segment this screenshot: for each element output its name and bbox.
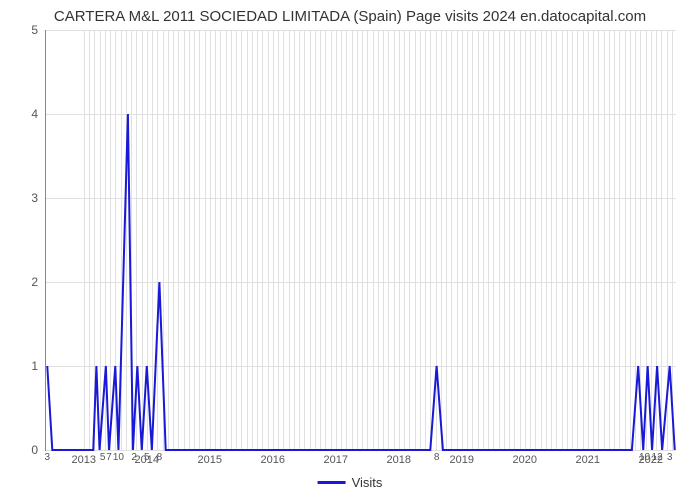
point-label: 10 [639, 452, 650, 463]
visits-line [47, 114, 674, 450]
point-label: 3 [667, 452, 673, 463]
x-tick-label: 2013 [72, 454, 96, 466]
y-tick-label: 5 [31, 23, 38, 37]
point-label: 5 [100, 452, 106, 463]
x-tick-label: 2021 [576, 454, 600, 466]
legend: Visits [318, 475, 383, 490]
x-tick-label: 2017 [324, 454, 348, 466]
x-tick-label: 2019 [450, 454, 474, 466]
x-tick-label: 2015 [198, 454, 222, 466]
point-label: 2 [131, 452, 137, 463]
y-tick-label: 0 [31, 443, 38, 457]
legend-swatch [318, 481, 346, 484]
point-label: 12 [652, 452, 663, 463]
point-label: 10 [113, 452, 124, 463]
chart-container: CARTERA M&L 2011 SOCIEDAD LIMITADA (Spai… [0, 0, 700, 500]
x-tick-label: 2020 [513, 454, 537, 466]
point-label: 7 [106, 452, 112, 463]
line-series [46, 30, 676, 450]
y-tick-label: 3 [31, 191, 38, 205]
y-tick-label: 2 [31, 275, 38, 289]
x-tick-label: 2016 [261, 454, 285, 466]
point-label: 3 [44, 452, 50, 463]
point-label: 5 [144, 452, 150, 463]
point-label: 8 [434, 452, 440, 463]
y-tick-label: 4 [31, 107, 38, 121]
point-label: 8 [157, 452, 163, 463]
plot-area: 0123452013201420152016201720182019202020… [45, 30, 676, 451]
y-tick-label: 1 [31, 359, 38, 373]
x-tick-label: 2018 [387, 454, 411, 466]
legend-label: Visits [352, 475, 383, 490]
chart-title: CARTERA M&L 2011 SOCIEDAD LIMITADA (Spai… [0, 0, 700, 25]
